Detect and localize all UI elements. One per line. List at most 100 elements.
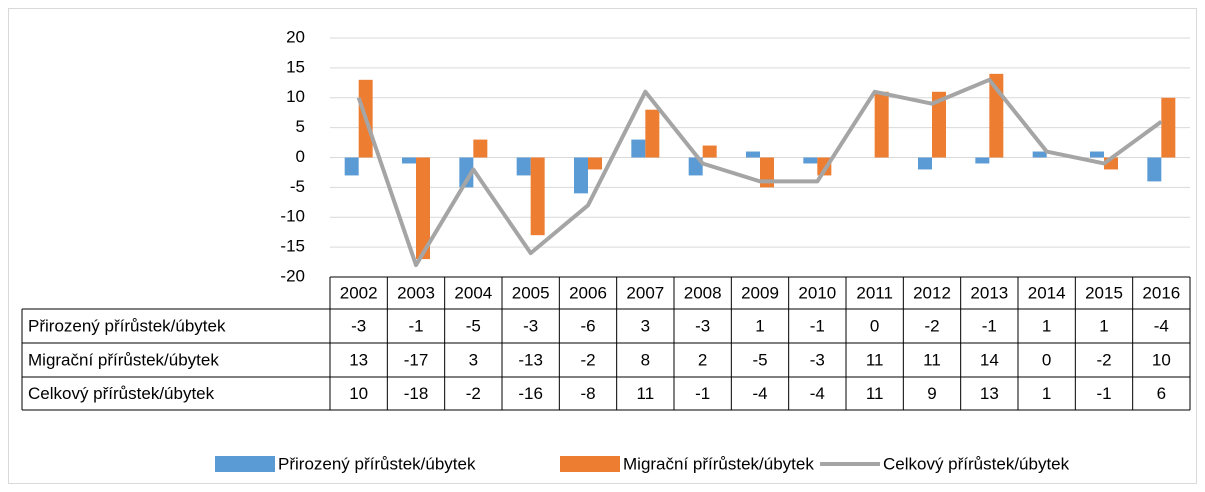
bar <box>1147 157 1162 182</box>
table-cell: -4 <box>752 384 767 403</box>
table-cell: -5 <box>466 316 481 335</box>
table-row-label: Celkový přírůstek/úbytek <box>28 384 215 403</box>
x-tick-label: 2014 <box>1028 283 1066 302</box>
bar <box>1104 157 1118 170</box>
bar <box>932 91 946 158</box>
y-tick-label: -5 <box>290 177 305 196</box>
table-cell: -18 <box>404 384 429 403</box>
table-cell: -2 <box>924 316 939 335</box>
table-cell: 11 <box>866 384 884 403</box>
table-cell: 11 <box>637 384 655 403</box>
table-cell: 8 <box>641 350 650 369</box>
bar <box>344 157 359 176</box>
chart-border <box>8 8 1197 484</box>
bar <box>588 157 602 170</box>
bar <box>874 91 889 158</box>
table-cell: 13 <box>349 350 368 369</box>
bar <box>746 151 760 158</box>
y-tick-label: -15 <box>280 237 305 256</box>
x-tick-label: 2011 <box>856 283 893 302</box>
table-cell: -1 <box>695 384 710 403</box>
y-tick-label: 10 <box>286 87 305 106</box>
x-tick-label: 2015 <box>1085 283 1123 302</box>
x-tick-label: 2012 <box>913 283 951 302</box>
y-tick-label: -20 <box>280 266 305 285</box>
bar <box>1032 151 1047 158</box>
bar <box>473 139 488 158</box>
bar <box>459 157 474 188</box>
bar <box>631 139 646 158</box>
x-tick-label: 2007 <box>626 283 664 302</box>
table-cell: -4 <box>1154 316 1169 335</box>
table-cell: -2 <box>1096 350 1111 369</box>
x-tick-label: 2005 <box>512 283 550 302</box>
table-cell: -1 <box>408 316 423 335</box>
table-cell: 1 <box>1099 316 1108 335</box>
table-cell: 9 <box>927 384 936 403</box>
bar <box>1090 151 1104 158</box>
table-cell: -5 <box>752 350 767 369</box>
table-cell: 0 <box>1042 350 1051 369</box>
bar <box>702 145 717 158</box>
table-cell: 1 <box>1042 316 1051 335</box>
y-tick-label: 20 <box>286 27 305 46</box>
bar <box>803 157 818 164</box>
bar <box>1161 97 1176 158</box>
x-tick-label: 2016 <box>1142 283 1180 302</box>
table-cell: -1 <box>810 316 825 335</box>
table-cell: -3 <box>351 316 366 335</box>
table-cell: -16 <box>518 384 543 403</box>
table-row-label: Migrační přírůstek/úbytek <box>28 350 219 369</box>
table-cell: -2 <box>466 384 481 403</box>
legend-label: Celkový přírůstek/úbytek <box>883 454 1070 473</box>
table-cell: -6 <box>580 316 595 335</box>
table-cell: 3 <box>641 316 650 335</box>
x-tick-label: 2009 <box>741 283 779 302</box>
y-tick-label: -10 <box>280 207 305 226</box>
table-cell: -3 <box>695 316 710 335</box>
table-cell: 2 <box>698 350 707 369</box>
bar <box>574 157 588 194</box>
table-cell: 0 <box>870 316 879 335</box>
bar <box>416 157 430 260</box>
table-cell: 6 <box>1157 384 1166 403</box>
table-cell: -1 <box>1096 384 1111 403</box>
x-tick-label: 2003 <box>397 283 435 302</box>
x-tick-label: 2004 <box>454 283 492 302</box>
table-row-label: Přirozený přírůstek/úbytek <box>28 316 226 335</box>
table-cell: 3 <box>469 350 478 369</box>
x-tick-label: 2013 <box>970 283 1008 302</box>
table-cell: -4 <box>810 384 825 403</box>
bar <box>918 157 932 170</box>
table-cell: 11 <box>866 350 884 369</box>
y-tick-label: 15 <box>286 57 305 76</box>
x-tick-label: 2002 <box>340 283 378 302</box>
table-cell: -8 <box>580 384 595 403</box>
table-cell: -2 <box>580 350 595 369</box>
legend-swatch <box>560 456 620 472</box>
table-cell: -17 <box>404 350 429 369</box>
table-cell: 14 <box>980 350 999 369</box>
table-cell: 1 <box>755 316 764 335</box>
legend-label: Přirozený přírůstek/úbytek <box>278 454 476 473</box>
bar <box>975 157 990 164</box>
table-cell: 10 <box>349 384 368 403</box>
bar <box>516 157 531 176</box>
bar <box>645 109 660 158</box>
line <box>356 77 1163 268</box>
y-tick-label: 5 <box>296 117 305 136</box>
bar <box>402 157 416 164</box>
bar <box>530 157 545 236</box>
y-tick-label: 0 <box>296 147 305 166</box>
table-cell: 13 <box>980 384 999 403</box>
x-tick-label: 2008 <box>684 283 722 302</box>
table-cell: -3 <box>810 350 825 369</box>
legend-label: Migrační přírůstek/úbytek <box>623 454 814 473</box>
table-cell: -13 <box>518 350 543 369</box>
table-cell: -3 <box>523 316 538 335</box>
x-tick-label: 2010 <box>798 283 836 302</box>
table-cell: 11 <box>923 350 941 369</box>
table-cell: 1 <box>1042 384 1051 403</box>
legend-swatch <box>215 456 275 472</box>
